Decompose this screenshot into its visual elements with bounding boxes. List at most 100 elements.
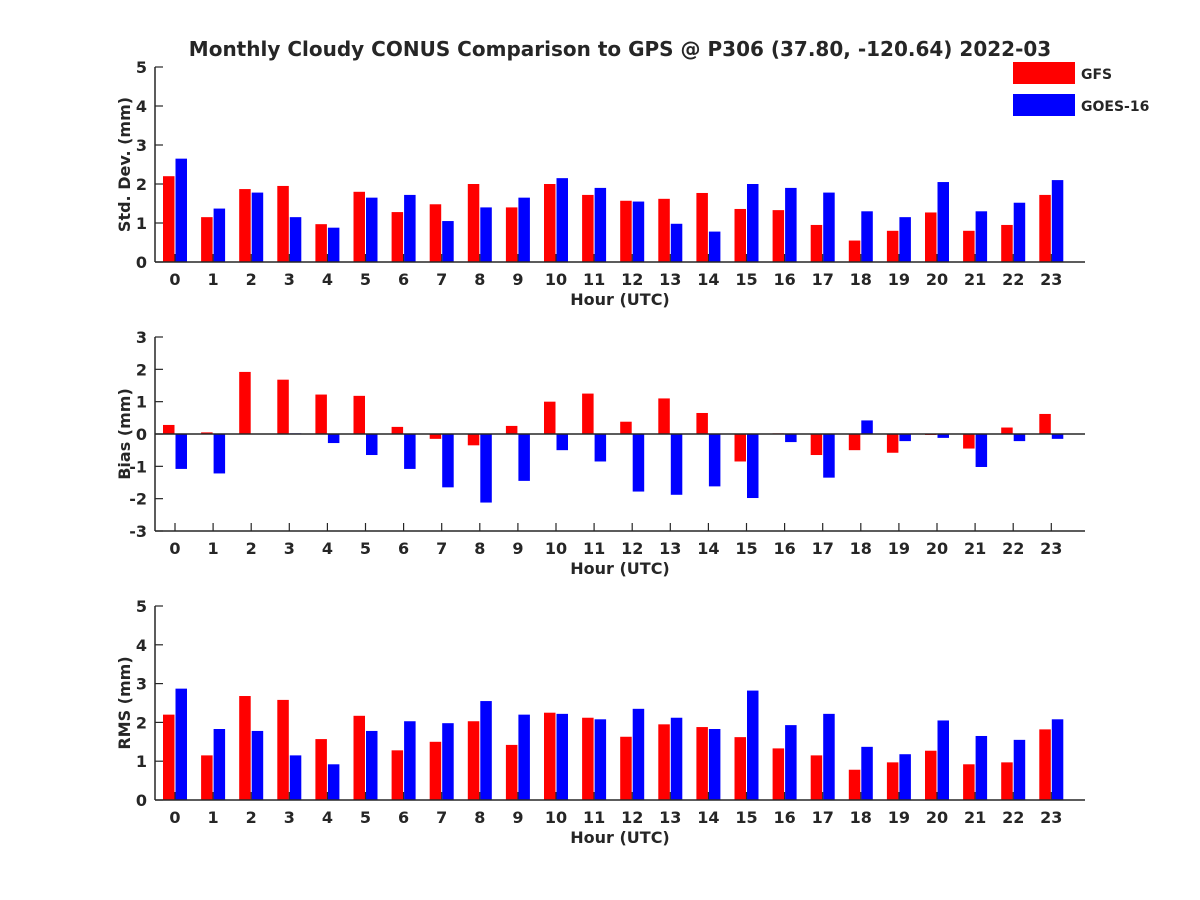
- y-tick-label: 1: [136, 393, 147, 412]
- bar-goes-16-hour-1: [213, 434, 226, 474]
- bar-gfs-hour-15: [734, 737, 746, 800]
- bar-goes-16-hour-9: [518, 434, 530, 481]
- chart-title: Monthly Cloudy CONUS Comparison to GPS @…: [189, 37, 1051, 61]
- x-tick-label: 18: [850, 539, 872, 558]
- bar-goes-16-hour-13: [670, 717, 683, 800]
- bar-gfs-hour-8: [467, 434, 480, 446]
- x-tick-label: 20: [926, 539, 948, 558]
- bar-gfs-hour-1: [201, 432, 213, 434]
- bar-gfs-hour-9: [505, 207, 518, 262]
- bar-goes-16-hour-4: [327, 434, 340, 444]
- bar-goes-16-hour-18: [861, 746, 873, 800]
- bar-gfs-hour-13: [658, 724, 670, 800]
- bar-gfs-hour-4: [315, 739, 327, 800]
- bar-gfs-hour-19: [886, 762, 899, 800]
- bar-gfs-hour-16: [772, 210, 785, 262]
- x-tick-label: 13: [659, 539, 681, 558]
- bar-goes-16-hour-5: [366, 197, 378, 262]
- bar-gfs-hour-3: [277, 185, 289, 262]
- bar-goes-16-hour-8: [480, 207, 492, 262]
- bar-goes-16-hour-10: [556, 434, 568, 451]
- y-tick-label: 5: [136, 58, 147, 77]
- x-tick-label: 0: [169, 539, 180, 558]
- x-tick-label: 16: [773, 270, 795, 289]
- bar-gfs-hour-11: [582, 393, 594, 434]
- x-tick-label: 1: [208, 270, 219, 289]
- bar-goes-16-hour-15: [747, 434, 759, 499]
- bar-goes-16-hour-14: [708, 231, 721, 262]
- bar-gfs-hour-23: [1039, 194, 1051, 262]
- bar-goes-16-hour-20: [937, 434, 949, 438]
- x-tick-label: 2: [246, 270, 257, 289]
- bar-goes-16-hour-22: [1013, 739, 1026, 800]
- y-tick-label: 3: [136, 675, 147, 694]
- bar-goes-16-hour-9: [518, 714, 530, 800]
- y-tick-label: 1: [136, 214, 147, 233]
- x-tick-label: 23: [1040, 270, 1062, 289]
- bar-goes-16-hour-15: [747, 690, 759, 800]
- x-tick-label: 4: [322, 808, 333, 827]
- bar-goes-16-hour-3: [289, 217, 302, 262]
- y-tick-label: -2: [129, 490, 147, 509]
- bar-goes-16-hour-23: [1051, 180, 1064, 262]
- bar-goes-16-hour-4: [327, 227, 340, 262]
- bar-gfs-hour-1: [201, 755, 213, 800]
- x-tick-label: 11: [583, 808, 605, 827]
- bar-gfs-hour-19: [886, 230, 899, 262]
- x-axis-label: Hour (UTC): [570, 290, 670, 309]
- x-tick-label: 9: [512, 270, 523, 289]
- x-tick-label: 3: [284, 270, 295, 289]
- bar-goes-16-hour-21: [975, 735, 988, 800]
- x-tick-label: 19: [888, 539, 910, 558]
- bar-goes-16-hour-10: [556, 713, 568, 800]
- y-axis-label: RMS (mm): [115, 656, 134, 749]
- bar-goes-16-hour-10: [556, 178, 568, 262]
- bar-goes-16-hour-0: [175, 158, 187, 262]
- bar-goes-16-hour-19: [899, 217, 911, 262]
- bar-gfs-hour-12: [620, 200, 632, 262]
- x-tick-label: 13: [659, 270, 681, 289]
- bar-gfs-hour-10: [544, 401, 556, 434]
- x-tick-label: 0: [169, 270, 180, 289]
- bar-gfs-hour-11: [582, 194, 594, 262]
- x-tick-label: 22: [1002, 270, 1024, 289]
- bar-goes-16-hour-23: [1051, 434, 1064, 439]
- x-tick-label: 20: [926, 270, 948, 289]
- x-tick-label: 17: [812, 270, 834, 289]
- bar-gfs-hour-7: [429, 434, 442, 439]
- x-tick-label: 3: [284, 808, 295, 827]
- bar-gfs-hour-6: [391, 750, 404, 800]
- bar-gfs-hour-15: [734, 434, 746, 462]
- bar-goes-16-hour-6: [404, 434, 416, 469]
- x-tick-label: 12: [621, 270, 643, 289]
- bar-goes-16-hour-8: [480, 434, 492, 503]
- x-tick-label: 18: [850, 270, 872, 289]
- bar-gfs-hour-8: [467, 184, 480, 262]
- bar-goes-16-hour-9: [518, 197, 530, 262]
- bar-gfs-hour-18: [848, 769, 861, 800]
- x-tick-label: 23: [1040, 539, 1062, 558]
- bar-gfs-hour-8: [467, 721, 480, 800]
- bar-goes-16-hour-5: [366, 730, 378, 800]
- x-tick-label: 8: [474, 270, 485, 289]
- x-tick-label: 21: [964, 539, 986, 558]
- y-tick-label: 3: [136, 328, 147, 347]
- x-tick-label: 14: [697, 808, 719, 827]
- bar-gfs-hour-20: [925, 212, 937, 262]
- bar-gfs-hour-22: [1001, 224, 1013, 262]
- x-tick-label: 6: [398, 270, 409, 289]
- bar-goes-16-hour-6: [404, 194, 416, 262]
- bar-gfs-hour-11: [582, 717, 594, 800]
- y-tick-label: 2: [136, 360, 147, 379]
- bar-gfs-hour-23: [1039, 729, 1051, 800]
- bar-gfs-hour-3: [277, 699, 289, 800]
- x-tick-label: 8: [474, 808, 485, 827]
- x-tick-label: 21: [964, 270, 986, 289]
- x-tick-label: 15: [735, 270, 757, 289]
- bar-goes-16-hour-20: [937, 182, 949, 262]
- x-tick-label: 16: [773, 808, 795, 827]
- x-tick-label: 14: [697, 539, 719, 558]
- bar-goes-16-hour-14: [708, 434, 721, 487]
- bar-gfs-hour-4: [315, 394, 327, 434]
